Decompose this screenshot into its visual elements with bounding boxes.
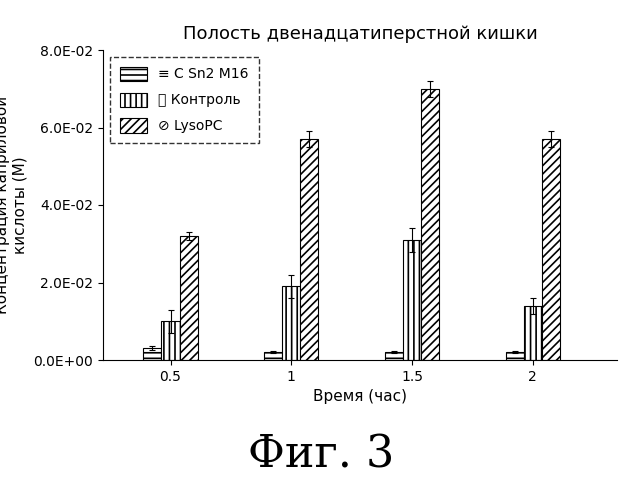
Bar xyxy=(523,306,542,360)
Bar xyxy=(143,348,161,360)
Bar xyxy=(505,352,523,360)
Title: Полость двенадцатиперстной кишки: Полость двенадцатиперстной кишки xyxy=(183,25,538,43)
Bar xyxy=(403,240,421,360)
Bar xyxy=(179,236,197,360)
Bar xyxy=(385,352,403,360)
Bar xyxy=(264,352,282,360)
Text: Фиг. 3: Фиг. 3 xyxy=(248,434,395,476)
Bar xyxy=(282,286,300,360)
Y-axis label: Концентрация каприловой
кислоты (М): Концентрация каприловой кислоты (М) xyxy=(0,96,28,314)
Bar xyxy=(300,139,318,360)
Bar xyxy=(161,322,179,360)
Bar xyxy=(542,139,560,360)
X-axis label: Время (час): Время (час) xyxy=(313,390,407,404)
Bar xyxy=(421,89,439,360)
Legend: ≡ C Sn2 M16, ⦀ Контроль, ⊘ LysoPC: ≡ C Sn2 M16, ⦀ Контроль, ⊘ LysoPC xyxy=(110,57,258,143)
